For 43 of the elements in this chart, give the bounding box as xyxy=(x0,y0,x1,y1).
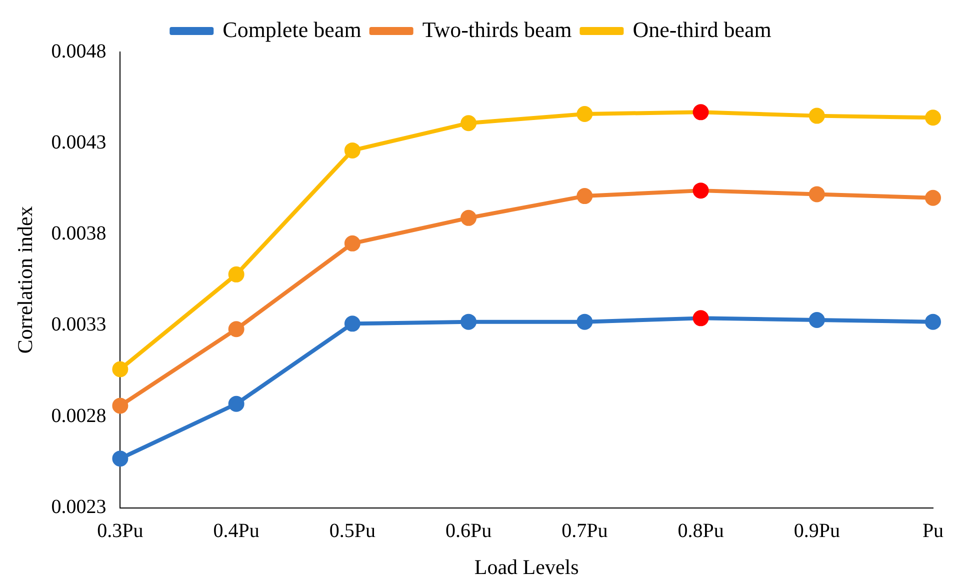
x-axis-title: Load Levels xyxy=(474,554,579,579)
point xyxy=(344,235,360,252)
point xyxy=(228,321,244,338)
y-tick-label: 0.0043 xyxy=(51,131,106,154)
y-axis-title: Correlation index xyxy=(13,206,38,354)
y-tick-label: 0.0048 xyxy=(51,40,106,62)
point xyxy=(112,361,128,378)
point xyxy=(808,312,825,328)
point xyxy=(344,142,360,158)
x-tick-label: Pu xyxy=(922,520,944,542)
legend-label: Complete beam xyxy=(222,16,362,42)
point xyxy=(460,210,477,226)
x-tick-label: 0.4Pu xyxy=(213,520,260,542)
point xyxy=(344,316,360,332)
point xyxy=(228,396,244,412)
y-tick-label: 0.0023 xyxy=(51,496,106,518)
y-tick-label: 0.0028 xyxy=(51,404,106,427)
point xyxy=(925,190,941,206)
point xyxy=(925,314,941,330)
y-tick-label: 0.0038 xyxy=(51,222,106,245)
point xyxy=(576,188,593,204)
point xyxy=(692,310,709,326)
point xyxy=(112,450,128,467)
x-tick-label: 0.5Pu xyxy=(329,520,376,542)
point xyxy=(925,110,941,126)
x-tick-label: 0.3Pu xyxy=(97,520,144,542)
x-tick-label: 0.9Pu xyxy=(794,520,840,542)
point xyxy=(576,106,593,122)
x-tick-label: 0.6Pu xyxy=(445,520,492,542)
point xyxy=(460,115,477,132)
point xyxy=(692,104,709,120)
point xyxy=(576,314,593,330)
point xyxy=(692,182,709,199)
legend-label: Two-thirds beam xyxy=(422,16,572,42)
x-tick-label: 0.8Pu xyxy=(678,520,724,542)
point xyxy=(808,108,825,124)
x-tick-label: 0.7Pu xyxy=(562,520,608,542)
y-tick-label: 0.0033 xyxy=(51,314,106,336)
legend-label: One-third beam xyxy=(632,16,772,42)
point xyxy=(112,398,128,414)
point xyxy=(460,314,477,330)
point xyxy=(228,266,244,282)
point xyxy=(808,186,825,202)
